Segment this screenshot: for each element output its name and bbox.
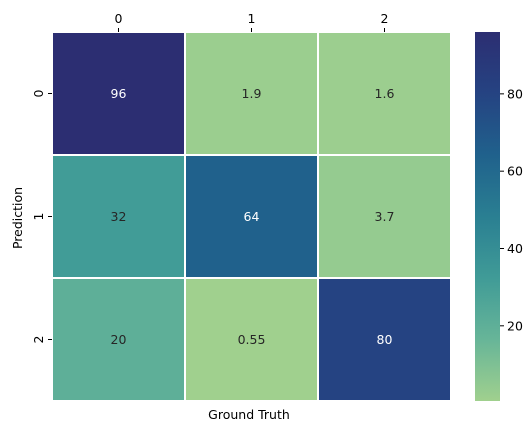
x-axis-label: Ground Truth (208, 407, 290, 422)
heatmap-cell (317, 154, 452, 279)
x-tick-label: 2 (381, 11, 389, 26)
cell-value-label: 20 (111, 332, 127, 347)
cell-value-label: 80 (377, 332, 393, 347)
heatmap-cells (51, 31, 452, 402)
heatmap-cell (51, 31, 186, 156)
cell-value-label: 3.7 (375, 209, 395, 224)
cell-value-label: 64 (244, 209, 260, 224)
cell-value-label: 1.9 (242, 86, 262, 101)
colorbar-ticks: 20 40 60 80 (500, 86, 523, 333)
y-tick-label: 2 (31, 336, 46, 344)
cell-value-label: 1.6 (375, 86, 395, 101)
cell-labels: 96 1.9 1.6 32 64 3.7 20 0.55 80 (111, 86, 395, 347)
cell-value-label: 0.55 (238, 332, 266, 347)
heatmap-cell (51, 154, 186, 279)
x-tick-label: 1 (248, 11, 256, 26)
y-axis-ticks: 0 1 2 (31, 89, 52, 343)
y-axis-label: Prediction (10, 187, 25, 249)
heatmap-cell (184, 277, 319, 402)
colorbar-tick-label: 60 (507, 164, 523, 179)
colorbar-tick-label: 80 (507, 86, 523, 101)
x-tick-label: 0 (115, 11, 123, 26)
y-tick-label: 0 (31, 89, 46, 97)
cell-value-label: 32 (111, 209, 127, 224)
colorbar-tick-label: 20 (507, 318, 523, 333)
heatmap-cell (184, 31, 319, 156)
heatmap-cell (51, 277, 186, 402)
cell-value-label: 96 (111, 86, 127, 101)
y-tick-label: 1 (31, 213, 46, 221)
colorbar-tick-label: 40 (507, 241, 523, 256)
x-axis-ticks: 0 1 2 (115, 11, 389, 32)
colorbar (475, 32, 500, 401)
heatmap-cell (317, 277, 452, 402)
